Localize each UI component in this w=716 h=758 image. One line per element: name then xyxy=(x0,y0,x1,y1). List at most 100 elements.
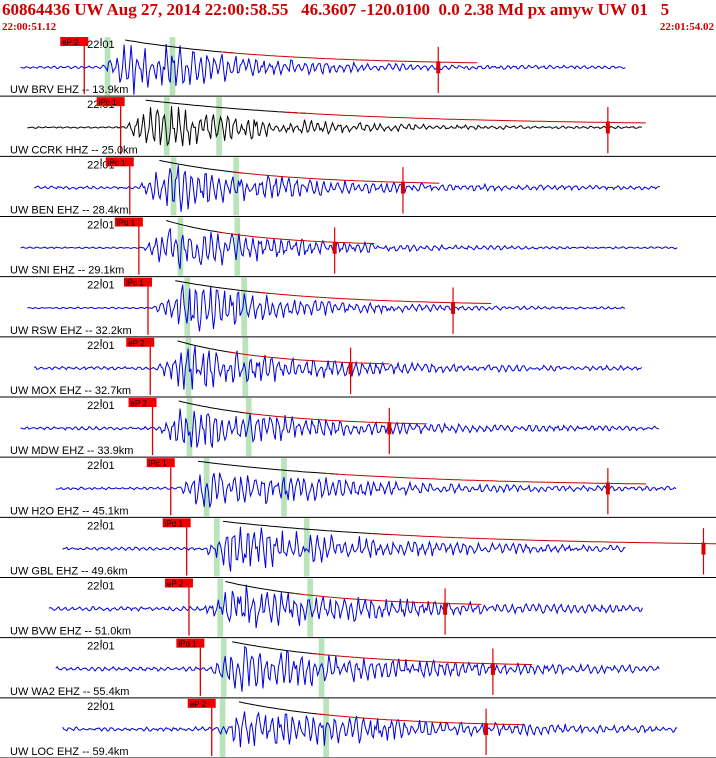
p-pick-label-box xyxy=(146,458,175,468)
p-pick-label: iPc 1 xyxy=(108,158,126,167)
analysis-window xyxy=(186,398,193,457)
waveform-trace xyxy=(33,345,643,390)
amplitude-envelope xyxy=(225,581,302,595)
p-pick-label: iPc 1 xyxy=(149,459,167,468)
p-pick-label-box xyxy=(176,638,205,648)
coda-end-marker-box xyxy=(332,241,337,254)
amplitude-envelope xyxy=(145,99,306,114)
coda-end-marker-box xyxy=(484,723,489,736)
coda-decay-curve xyxy=(229,351,390,365)
station-label: UW H2O EHZ -- 45.1km xyxy=(10,505,129,517)
amplitude-envelope xyxy=(238,701,324,715)
minute-tick-label: 22:01 xyxy=(87,701,115,713)
waveform-trace xyxy=(48,584,643,629)
trace-row: 22:01 eP 2 UW BRV EHZ -- 13.9km xyxy=(0,37,716,97)
trace-row: 22:01 eP 2 UW BVW EHZ -- 51.0km xyxy=(0,578,716,639)
coda-end-marker-box xyxy=(400,181,405,194)
waveform-trace xyxy=(33,165,660,212)
p-pick-label-box xyxy=(164,578,193,588)
p-pick-label-box xyxy=(96,97,125,107)
trace-row: 22:01 iPc 1 UW RSW EHZ -- 32.2km xyxy=(0,277,716,338)
analysis-window xyxy=(245,398,252,457)
coda-end-marker-box xyxy=(436,61,441,74)
p-pick-label: eP 2 xyxy=(167,580,184,589)
analysis-window xyxy=(185,337,192,396)
coda-decay-curve xyxy=(314,713,524,726)
waveform-trace xyxy=(55,472,677,508)
station-label: UW SNI EHZ -- 29.1km xyxy=(10,265,124,277)
p-pick-label-box xyxy=(123,277,152,287)
minute-tick-label: 22:01 xyxy=(87,39,115,51)
trace-row: 22:01 iPc 1 UW H2O EHZ -- 45.1km xyxy=(0,458,716,518)
minute-tick-label: 22:01 xyxy=(87,220,115,232)
minute-tick-label: 22:01 xyxy=(87,520,115,532)
analysis-window xyxy=(214,518,220,577)
amplitude-envelope xyxy=(177,340,238,354)
p-pick-label: iPd 1 xyxy=(117,219,136,228)
waveform-trace xyxy=(27,106,643,147)
start-time-label: 22:00:51.12 xyxy=(2,21,57,33)
trace-row: 22:01 eP 2 UW MOX EHZ -- 32.7km xyxy=(0,337,716,398)
amplitude-envelope xyxy=(125,39,234,54)
end-time-label: 22:01:54.02 xyxy=(659,21,714,33)
p-pick-label-box xyxy=(128,398,157,407)
p-pick-label: eP 2 xyxy=(128,339,145,348)
amplitude-envelope xyxy=(178,400,251,415)
coda-decay-curve xyxy=(293,592,482,605)
coda-decay-curve xyxy=(242,412,427,425)
coda-decay-curve xyxy=(312,653,533,666)
waveform-trace xyxy=(27,284,626,332)
coda-end-marker-box xyxy=(348,362,353,375)
station-label: UW CCRK HHZ -- 25.0km xyxy=(10,144,138,156)
trace-row: 22:01 iPd 1 UW WA2 EHZ -- 55.4km xyxy=(0,638,716,699)
trace-row: 22:01 iPd 1 UW GBL EHZ -- 49.6km xyxy=(0,518,716,578)
waveform-trace xyxy=(62,526,626,572)
minute-tick-label: 22:01 xyxy=(87,340,115,352)
station-label: UW BEN EHZ -- 28.4km xyxy=(10,205,129,217)
station-label: UW WA2 EHZ -- 55.4km xyxy=(10,686,129,698)
trace-row: 22:01 iPd 1 UW SNI EHZ -- 29.1km xyxy=(0,217,716,278)
station-label: UW GBL EHZ -- 49.6km xyxy=(10,566,128,578)
waveform-trace xyxy=(20,44,626,95)
p-pick-label: iPd 1 xyxy=(165,519,184,528)
minute-tick-label: 22:01 xyxy=(87,460,115,472)
coda-end-marker-box xyxy=(605,482,610,495)
minute-tick-label: 22:01 xyxy=(87,581,115,593)
station-label: UW RSW EHZ -- 32.2km xyxy=(10,325,132,337)
amplitude-envelope xyxy=(175,280,272,294)
analysis-window xyxy=(318,638,325,697)
station-label: UW MDW EHZ -- 33.9km xyxy=(10,445,133,457)
trace-row: 22:01 eP 2 UW MDW EHZ -- 33.9km xyxy=(0,398,716,458)
analysis-window xyxy=(241,277,248,336)
analysis-window xyxy=(303,518,310,577)
waveform-trace xyxy=(62,711,678,748)
amplitude-envelope xyxy=(232,641,321,655)
amplitude-envelope xyxy=(159,159,244,174)
minute-tick-label: 22:01 xyxy=(87,280,115,292)
trace-row: 22:01 eP 2 UW LOC EHZ -- 59.4km xyxy=(0,698,716,758)
p-pick-label-box xyxy=(187,698,216,708)
amplitude-envelope xyxy=(198,460,339,475)
analysis-window xyxy=(170,157,177,216)
coda-end-marker-box xyxy=(490,662,495,675)
station-label: UW BRV EHZ -- 13.9km xyxy=(10,84,128,96)
p-pick-label: eP 2 xyxy=(62,38,79,47)
p-pick-label: iPc 1 xyxy=(126,279,144,288)
coda-decay-curve xyxy=(371,533,716,545)
waveform-trace xyxy=(20,408,660,448)
analysis-window xyxy=(203,458,210,517)
amplitude-envelope xyxy=(223,520,392,536)
analysis-window xyxy=(169,37,176,96)
p-pick-label-box xyxy=(162,518,191,528)
event-title: 60864436 UW Aug 27, 2014 22:00:58.55 46.… xyxy=(2,0,670,19)
coda-end-marker-box xyxy=(451,301,456,314)
coda-decay-curve xyxy=(221,51,478,64)
coda-decay-curve xyxy=(235,171,440,184)
analysis-window xyxy=(177,217,184,276)
station-label: UW MOX EHZ -- 32.7km xyxy=(10,385,131,397)
analysis-window xyxy=(163,97,170,156)
coda-end-marker-box xyxy=(443,602,448,615)
